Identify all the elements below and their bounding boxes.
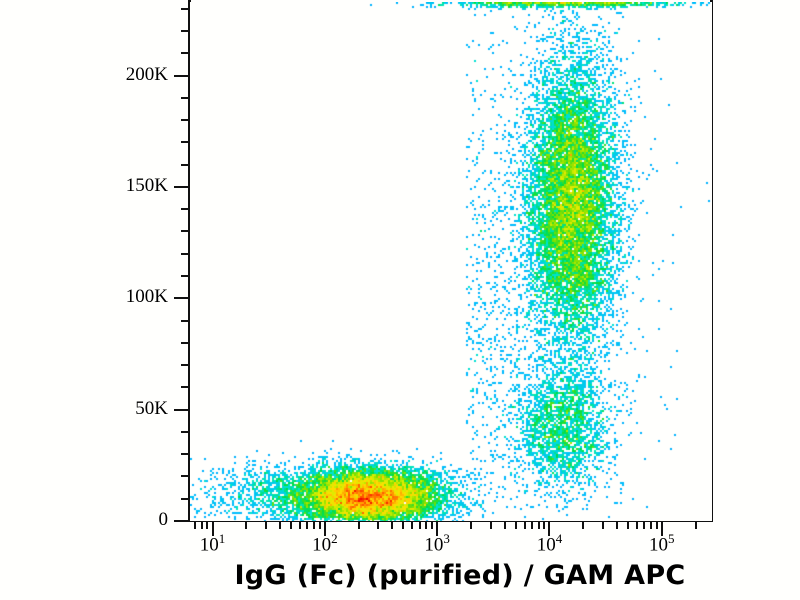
x-axis-minor-tick	[543, 521, 546, 529]
y-axis-minor-tick	[181, 453, 190, 456]
y-axis-minor-tick	[181, 497, 190, 500]
y-axis-minor-tick	[181, 341, 190, 344]
y-axis-tick-labels: 0 50K 100K 150K 200K	[58, 0, 168, 560]
x-axis-minor-tick	[200, 521, 203, 529]
x-axis-minor-tick	[582, 521, 585, 529]
y-axis-minor-tick	[181, 274, 190, 277]
x-axis-major-tick	[660, 521, 663, 536]
x-axis-minor-tick	[602, 521, 605, 529]
x-axis-minor-tick	[531, 521, 534, 529]
x-axis-minor-tick	[245, 521, 248, 529]
x-axis-minor-tick	[425, 521, 428, 529]
y-axis-minor-tick	[181, 252, 190, 255]
x-axis-tick-mantissa: 10	[424, 534, 444, 556]
x-axis-tick-exponent: 3	[443, 531, 450, 546]
x-axis-tick-exponent: 4	[555, 531, 563, 546]
y-axis-tick-label: 100K	[125, 286, 168, 308]
x-axis-minor-tick	[694, 521, 697, 529]
x-axis-minor-tick	[265, 521, 268, 529]
x-axis-minor-tick	[279, 521, 282, 529]
y-axis-minor-tick	[181, 96, 190, 99]
y-axis-major-tick	[174, 74, 190, 77]
x-axis-minor-tick	[655, 521, 658, 529]
x-axis-minor-tick	[357, 521, 360, 529]
scatter-plot-area	[190, 2, 712, 521]
x-axis-minor-tick	[431, 521, 434, 529]
y-axis-minor-tick	[181, 430, 190, 433]
x-axis-minor-tick	[312, 521, 315, 529]
x-axis-minor-tick	[418, 521, 421, 529]
x-axis-minor-tick	[523, 521, 526, 529]
x-axis-minor-tick	[290, 521, 293, 529]
x-axis-minor-tick	[318, 521, 321, 529]
y-axis-minor-tick	[181, 141, 190, 144]
y-axis-minor-tick	[181, 163, 190, 166]
x-axis-major-tick	[211, 521, 214, 536]
y-axis-minor-tick	[181, 386, 190, 389]
x-axis-minor-tick	[489, 521, 492, 529]
x-axis-tick-exponent: 5	[668, 531, 675, 546]
x-axis-minor-tick	[626, 521, 629, 529]
x-axis-minor-tick	[503, 521, 506, 529]
y-axis-minor-tick	[181, 230, 190, 233]
x-axis-tick-label: 104	[509, 531, 589, 556]
x-axis-title: IgG (Fc) (purified) / GAM APC	[234, 560, 686, 591]
y-axis-minor-tick	[181, 7, 190, 10]
x-axis-minor-tick	[377, 521, 380, 529]
density-dot-canvas	[190, 2, 712, 521]
x-axis-minor-tick	[306, 521, 309, 529]
y-axis-tick-label: 50K	[135, 397, 168, 419]
x-axis-minor-tick	[206, 521, 209, 529]
x-axis-major-tick	[548, 521, 551, 536]
x-axis-minor-tick	[411, 521, 414, 529]
x-axis-tick-exponent: 2	[331, 531, 338, 546]
y-axis-major-tick	[174, 408, 190, 411]
x-axis-minor-tick	[298, 521, 301, 529]
x-axis-minor-tick	[402, 521, 405, 529]
x-axis-tick-label: 105	[622, 531, 702, 556]
y-axis-major-tick	[174, 297, 190, 300]
x-axis-tick-mantissa: 10	[312, 534, 332, 556]
x-axis-tick-label: 102	[285, 531, 365, 556]
x-axis-minor-tick	[469, 521, 472, 529]
y-axis-major-tick	[174, 520, 190, 522]
x-axis-tick-mantissa: 10	[649, 534, 669, 556]
x-axis-minor-tick	[514, 521, 517, 529]
y-axis-minor-tick	[181, 52, 190, 55]
y-axis-tick-label: 150K	[125, 174, 168, 196]
x-axis-minor-tick	[537, 521, 540, 529]
y-axis-minor-tick	[181, 208, 190, 211]
x-axis-tick-exponent: 1	[218, 531, 226, 546]
x-axis-minor-tick	[194, 521, 197, 529]
y-axis-tick-label: 200K	[125, 63, 168, 85]
x-axis-tick-mantissa: 10	[536, 534, 556, 556]
x-axis-minor-tick	[391, 521, 394, 529]
y-axis-major-tick	[174, 185, 190, 188]
x-axis-tick-label: 101	[173, 531, 253, 556]
x-axis-tick-label: 103	[397, 531, 477, 556]
x-axis-minor-tick	[649, 521, 652, 529]
x-axis-minor-tick	[635, 521, 638, 529]
y-axis-minor-tick	[181, 29, 190, 32]
x-axis-major-tick	[323, 521, 326, 536]
y-axis-minor-tick	[181, 319, 190, 322]
y-axis-minor-tick	[181, 475, 190, 478]
y-axis-minor-tick	[181, 364, 190, 367]
y-axis-minor-tick	[181, 119, 190, 122]
x-axis-tick-mantissa: 10	[199, 534, 219, 556]
y-axis-tick-label: 0	[158, 509, 169, 530]
x-axis-major-tick	[436, 521, 439, 536]
x-axis-minor-tick	[643, 521, 646, 529]
y-axis-line	[188, 0, 191, 522]
x-axis-minor-tick	[616, 521, 619, 529]
